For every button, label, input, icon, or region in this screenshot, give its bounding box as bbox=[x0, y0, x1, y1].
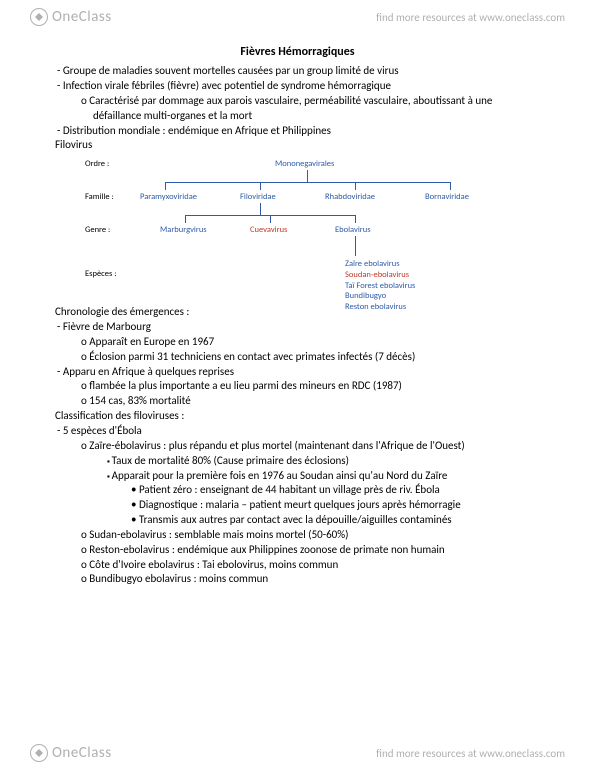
sub2-bullet: Apparait pour la première fois en 1976 a… bbox=[55, 469, 540, 484]
sub-bullet: Caractérisé par dommage aux parois vascu… bbox=[55, 94, 540, 124]
bullet: Groupe de maladies souvent mortelles cau… bbox=[55, 64, 540, 79]
diamond-icon bbox=[30, 744, 48, 762]
diagram-node: Filoviridae bbox=[240, 192, 276, 202]
species-item: Reston ebolavirus bbox=[345, 302, 415, 313]
diagram-label: Ordre : bbox=[85, 159, 140, 169]
logo: OneClass bbox=[30, 8, 112, 26]
sub3-bullet: Diagnostique : malaria – patient meurt q… bbox=[55, 498, 540, 513]
diagram-label: Famille : bbox=[85, 192, 140, 202]
sub-bullet: Bundibugyo ebolavirus : moins commun bbox=[55, 572, 540, 587]
sub-bullet: Reston-ebolavirus : endémique aux Philip… bbox=[55, 543, 540, 558]
diagram-node: Bornaviridae bbox=[425, 192, 469, 202]
diagram-node: Cuevavirus bbox=[250, 225, 287, 235]
sub3-bullet: Patient zéro : enseignant de 44 habitant… bbox=[55, 483, 540, 498]
diagram-node: Ebolavirus bbox=[335, 225, 371, 235]
sub-bullet: Zaïre-ébolavirus : plus répandu et plus … bbox=[55, 439, 540, 454]
header-tagline: find more resources at www.oneclass.com bbox=[376, 11, 565, 24]
bullet: Apparu en Afrique à quelques reprises bbox=[55, 365, 540, 380]
logo-text: OneClass bbox=[52, 744, 112, 762]
page-footer: OneClass find more resources at www.onec… bbox=[0, 736, 595, 770]
diagram-node: Mononegavirales bbox=[275, 159, 334, 169]
species-item: Zaïre ebolavirus bbox=[345, 259, 415, 270]
sub2-bullet: Taux de mortalité 80% (Cause primaire de… bbox=[55, 454, 540, 469]
taxonomy-diagram: Ordre : Mononegavirales Famille : Paramy… bbox=[85, 159, 540, 299]
diagram-node: Rhabdoviridae bbox=[325, 192, 375, 202]
species-item: Taï Forest ebolavirus bbox=[345, 281, 415, 292]
section-heading: Classification des filoviruses : bbox=[55, 409, 540, 424]
diamond-icon bbox=[30, 8, 48, 26]
footer-tagline: find more resources at www.oneclass.com bbox=[376, 747, 565, 760]
species-item: Soudan-ebolavirus bbox=[345, 270, 415, 281]
bullet: 5 espèces d'Ébola bbox=[55, 424, 540, 439]
sub-bullet: Sudan-ebolavirus : semblable mais moins … bbox=[55, 528, 540, 543]
sub-bullet: 154 cas, 83% mortalité bbox=[55, 394, 540, 409]
species-item: Bundibugyo bbox=[345, 291, 415, 302]
bullet: Fièvre de Marbourg bbox=[55, 320, 540, 335]
sub-bullet: Côte d'Ivoire ebolavirus : Tai eboloviru… bbox=[55, 558, 540, 573]
logo-text: OneClass bbox=[52, 8, 112, 26]
diagram-label: Espèces : bbox=[85, 269, 140, 279]
diagram-node: Paramyxoviridae bbox=[140, 192, 197, 202]
section-heading: Filovirus bbox=[55, 138, 540, 153]
sub-bullet: Éclosion parmi 31 techniciens en contact… bbox=[55, 350, 540, 365]
document-body: Fièvres Hémorragiques Groupe de maladies… bbox=[0, 34, 595, 637]
species-list: Zaïre ebolavirus Soudan-ebolavirus Taï F… bbox=[345, 259, 415, 312]
section-heading: Chronologie des émergences : bbox=[55, 305, 540, 320]
page-header: OneClass find more resources at www.onec… bbox=[0, 0, 595, 34]
diagram-label: Genre : bbox=[85, 225, 140, 235]
diagram-node: Marburgvirus bbox=[160, 225, 207, 235]
sub-bullet: Apparaît en Europe en 1967 bbox=[55, 335, 540, 350]
sub3-bullet: Transmis aux autres par contact avec la … bbox=[55, 513, 540, 528]
logo: OneClass bbox=[30, 744, 112, 762]
bullet: Infection virale fébriles (fièvre) avec … bbox=[55, 79, 540, 94]
page-title: Fièvres Hémorragiques bbox=[55, 44, 540, 60]
sub-bullet: flambée la plus importante a eu lieu par… bbox=[55, 379, 540, 394]
bullet: Distribution mondiale : endémique en Afr… bbox=[55, 124, 540, 139]
